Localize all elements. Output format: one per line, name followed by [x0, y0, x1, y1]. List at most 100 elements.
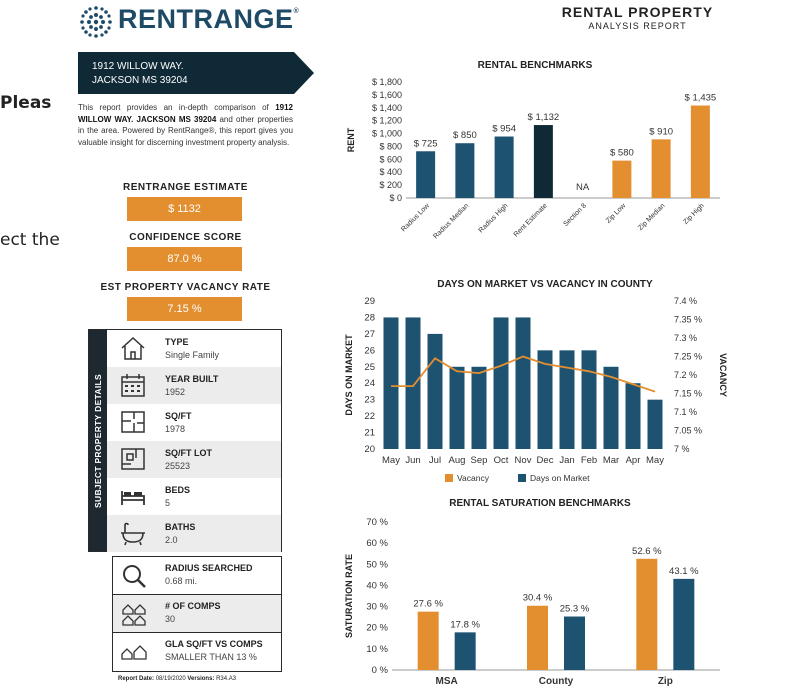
radius-box: RADIUS SEARCHED 0.68 mi.	[112, 556, 282, 595]
x-tick-label: Zip High	[682, 202, 705, 225]
report-subtitle: ANALYSIS REPORT	[588, 21, 687, 31]
x-tick-label: May	[382, 455, 400, 466]
x-tick-label: Radius Median	[432, 202, 470, 240]
x-tick-label: Oct	[494, 455, 509, 466]
y-tick-label: 26	[364, 345, 375, 356]
y-tick-label: 23	[364, 395, 375, 406]
bar	[651, 139, 671, 198]
bar	[612, 160, 632, 198]
intro-paragraph: This report provides an in-depth compari…	[78, 103, 293, 147]
confidence-label: CONFIDENCE SCORE	[129, 232, 242, 243]
y2-tick-label: 7.2 %	[674, 370, 697, 380]
bar	[383, 317, 399, 449]
bar	[494, 136, 514, 198]
address-banner: 1912 WILLOW WAY. JACKSON MS 39204	[78, 52, 314, 94]
legend-label: Days on Market	[530, 473, 590, 483]
y2-tick-label: 7.35 %	[674, 315, 702, 325]
x-tick-label: Mar	[603, 455, 619, 466]
x-tick-label: Jul	[429, 455, 441, 466]
bar	[533, 125, 553, 198]
y2-tick-label: 7.15 %	[674, 389, 702, 399]
x-tick-label: Jan	[559, 455, 574, 466]
detail-row-year: YEAR BUILT 1952	[107, 367, 281, 404]
vacancy-label: EST PROPERTY VACANCY RATE	[100, 282, 271, 293]
details-side-label: SUBJECT PROPERTY DETAILS	[93, 373, 103, 508]
detail-row-type: TYPE Single Family	[107, 330, 281, 367]
chart3-title: RENTAL SATURATION BENCHMARKS	[449, 498, 631, 509]
chart2-title: DAYS ON MARKET VS VACANCY IN COUNTY	[437, 279, 653, 290]
x-tick-label: Radius Low	[400, 202, 431, 233]
bar	[515, 317, 531, 449]
bathtub-icon	[121, 522, 145, 546]
days-on-market-chart: 20 21 22 23 24 25 26 27 28 29 7 % 7.05 % 7.1 % 7.15 %…	[344, 296, 728, 483]
y-tick-label: 0 %	[372, 665, 389, 676]
y-tick-label: 10 %	[366, 644, 388, 655]
house-compare-icon	[121, 645, 147, 660]
side-text-1: Pleas	[0, 93, 52, 113]
bar	[417, 611, 439, 670]
data-label: 43.1 %	[669, 566, 699, 577]
y-tick-label: 20 %	[366, 623, 388, 634]
data-label: $ 910	[649, 126, 673, 137]
data-label: 25.3 %	[560, 604, 590, 615]
detail-row-sqft: SQ/FT 1978	[107, 404, 281, 441]
detail-row-baths: BATHS 2.0	[107, 515, 281, 552]
y-tick-label: 21	[364, 428, 375, 439]
x-tick-label: MSA	[436, 676, 458, 687]
y2-tick-label: 7.3 %	[674, 333, 697, 343]
y2-tick-label: 7 %	[674, 444, 690, 454]
x-tick-label: Section 8	[562, 202, 588, 228]
legend-label: Vacancy	[457, 473, 490, 483]
y-tick-label: 30 %	[366, 602, 388, 613]
saturation-chart: 0 % 10 % 20 % 30 % 40 % 50 % 60 % 70 % SATURATIO…	[344, 517, 720, 687]
gla-box: GLA SQ/FT VS COMPS SMALLER THAN 13 %	[112, 632, 282, 672]
data-label: $ 725	[414, 138, 438, 149]
x-tick-label: Aug	[449, 455, 466, 466]
comps-box: # OF COMPS 30	[112, 594, 282, 633]
data-label: 30.4 %	[523, 593, 553, 604]
x-tick-label: Sep	[471, 455, 488, 466]
report-title: RENTAL PROPERTY	[561, 4, 714, 20]
bar	[581, 350, 597, 449]
y-tick-label: 50 %	[366, 559, 388, 570]
bar	[537, 350, 553, 449]
brand-name: RENTRANGE®	[118, 4, 300, 34]
x-tick-label: May	[646, 455, 664, 466]
bar	[427, 333, 443, 449]
x-tick-label: Dec	[537, 455, 554, 466]
y-tick-label: $ 1,200	[372, 116, 402, 126]
data-label: $ 954	[492, 124, 516, 135]
floorplan-icon	[121, 411, 145, 433]
y-axis-label: RENT	[346, 127, 356, 152]
detail-row-lot: SQ/FT LOT 25523	[107, 441, 281, 478]
y-tick-label: 22	[364, 411, 375, 422]
vacancy-line	[391, 355, 656, 393]
bar	[564, 616, 585, 670]
x-tick-label: Jun	[405, 455, 420, 466]
magnifier-icon	[123, 565, 146, 588]
bar	[454, 632, 476, 670]
y2-tick-label: 7.25 %	[674, 352, 702, 362]
calendar-icon	[121, 374, 145, 397]
y2-tick-label: 7.4 %	[674, 296, 697, 306]
bar	[527, 605, 548, 670]
legend-swatch	[518, 474, 526, 482]
bar	[416, 151, 436, 198]
y-tick-label: $ 1,000	[372, 129, 402, 139]
x-tick-label: Zip Low	[605, 202, 628, 225]
data-label: $ 850	[453, 130, 477, 141]
y-tick-label: $ 1,800	[372, 77, 402, 87]
data-label: 27.6 %	[413, 599, 443, 610]
bar	[559, 350, 575, 449]
x-tick-label: Feb	[581, 455, 597, 466]
estimate-label: RENTRANGE ESTIMATE	[123, 182, 248, 193]
bar	[690, 105, 710, 198]
y2-axis-label: VACANCY	[718, 353, 728, 397]
y-tick-label: 20	[364, 444, 375, 455]
data-label: 17.8 %	[450, 619, 480, 630]
confidence-value: 87.0 %	[127, 247, 242, 271]
bar	[673, 578, 695, 670]
y-tick-label: 27	[364, 329, 375, 340]
bar	[455, 143, 475, 198]
house-icon	[121, 336, 145, 360]
